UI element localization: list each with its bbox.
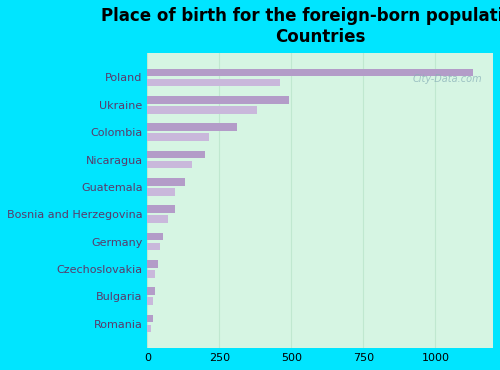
Bar xyxy=(148,315,152,323)
Bar xyxy=(148,287,154,295)
Bar xyxy=(148,69,473,76)
Bar xyxy=(148,233,164,240)
Text: City-Data.com: City-Data.com xyxy=(413,74,482,84)
Title: Place of birth for the foreign-born population -
Countries: Place of birth for the foreign-born popu… xyxy=(101,7,500,46)
Bar xyxy=(148,243,160,250)
Bar xyxy=(148,151,205,158)
Bar xyxy=(148,161,192,168)
Bar xyxy=(148,260,158,268)
Bar xyxy=(148,215,168,223)
Bar xyxy=(148,124,236,131)
Bar xyxy=(148,188,175,196)
Bar xyxy=(148,270,156,278)
Bar xyxy=(148,106,257,114)
Bar xyxy=(148,325,152,332)
Bar xyxy=(148,178,185,186)
Bar xyxy=(148,133,210,141)
Bar xyxy=(148,297,153,305)
Bar xyxy=(148,78,280,86)
Bar xyxy=(148,96,288,104)
Bar xyxy=(148,205,175,213)
